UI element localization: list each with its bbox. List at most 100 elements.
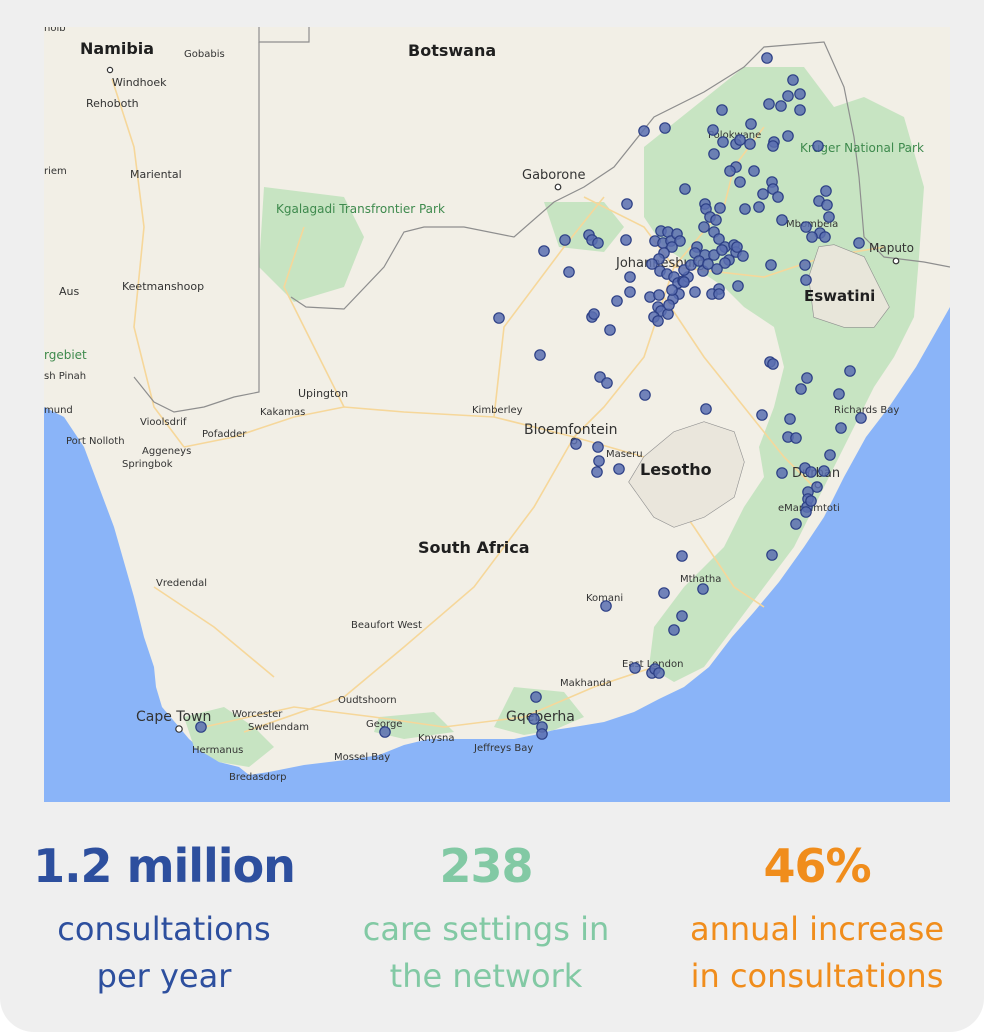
care-setting-marker[interactable] (787, 74, 799, 86)
care-setting-marker[interactable] (638, 125, 650, 137)
care-setting-marker[interactable] (716, 244, 728, 256)
care-setting-marker[interactable] (761, 52, 773, 64)
care-setting-marker[interactable] (570, 438, 582, 450)
care-setting-marker[interactable] (844, 365, 856, 377)
care-setting-marker[interactable] (624, 271, 636, 283)
care-setting-marker[interactable] (534, 349, 546, 361)
care-setting-marker[interactable] (806, 231, 818, 243)
care-setting-marker[interactable] (805, 495, 817, 507)
care-setting-marker[interactable] (714, 202, 726, 214)
care-setting-marker[interactable] (744, 138, 756, 150)
care-setting-marker[interactable] (767, 140, 779, 152)
care-setting-marker[interactable] (795, 383, 807, 395)
care-setting-marker[interactable] (676, 610, 688, 622)
care-setting-marker[interactable] (855, 412, 867, 424)
care-setting-marker[interactable] (717, 136, 729, 148)
care-setting-marker[interactable] (776, 214, 788, 226)
care-setting-marker[interactable] (732, 280, 744, 292)
care-setting-marker[interactable] (713, 233, 725, 245)
care-setting-marker[interactable] (790, 518, 802, 530)
care-setting-marker[interactable] (767, 358, 779, 370)
care-setting-marker[interactable] (765, 259, 777, 271)
care-setting-marker[interactable] (835, 422, 847, 434)
care-setting-marker[interactable] (600, 600, 612, 612)
care-setting-marker[interactable] (745, 118, 757, 130)
care-setting-marker[interactable] (591, 466, 603, 478)
care-setting-marker[interactable] (676, 550, 688, 562)
care-setting-marker[interactable] (702, 258, 714, 270)
care-setting-marker[interactable] (588, 308, 600, 320)
care-setting-marker[interactable] (593, 455, 605, 467)
care-setting-marker[interactable] (824, 449, 836, 461)
care-setting-marker[interactable] (724, 165, 736, 177)
care-setting-marker[interactable] (734, 176, 746, 188)
care-setting-marker[interactable] (794, 104, 806, 116)
map-view[interactable]: Namibia Botswana South Africa Lesotho Es… (44, 27, 950, 802)
care-setting-marker[interactable] (775, 100, 787, 112)
care-setting-marker[interactable] (592, 237, 604, 249)
care-setting-marker[interactable] (820, 185, 832, 197)
care-setting-marker[interactable] (763, 98, 775, 110)
care-setting-marker[interactable] (757, 188, 769, 200)
care-setting-marker[interactable] (794, 88, 806, 100)
care-setting-marker[interactable] (819, 231, 831, 243)
care-setting-marker[interactable] (739, 203, 751, 215)
care-setting-marker[interactable] (678, 276, 690, 288)
care-setting-marker[interactable] (784, 413, 796, 425)
care-setting-marker[interactable] (716, 104, 728, 116)
care-setting-marker[interactable] (833, 388, 845, 400)
care-setting-marker[interactable] (756, 409, 768, 421)
care-setting-marker[interactable] (559, 234, 571, 246)
care-setting-marker[interactable] (800, 221, 812, 233)
care-setting-marker[interactable] (611, 295, 623, 307)
care-setting-marker[interactable] (737, 250, 749, 262)
care-setting-marker[interactable] (821, 199, 833, 211)
care-setting-marker[interactable] (818, 465, 830, 477)
care-setting-marker[interactable] (666, 241, 678, 253)
care-setting-marker[interactable] (674, 235, 686, 247)
care-setting-marker[interactable] (812, 140, 824, 152)
care-setting-marker[interactable] (536, 728, 548, 740)
care-setting-marker[interactable] (811, 481, 823, 493)
care-setting-marker[interactable] (592, 441, 604, 453)
care-setting-marker[interactable] (853, 237, 865, 249)
care-setting-marker[interactable] (666, 284, 678, 296)
care-setting-marker[interactable] (801, 372, 813, 384)
care-setting-marker[interactable] (563, 266, 575, 278)
care-setting-marker[interactable] (379, 726, 391, 738)
care-setting-marker[interactable] (753, 201, 765, 213)
care-setting-marker[interactable] (653, 667, 665, 679)
care-setting-marker[interactable] (659, 122, 671, 134)
care-setting-marker[interactable] (800, 506, 812, 518)
care-setting-marker[interactable] (823, 211, 835, 223)
care-setting-marker[interactable] (538, 245, 550, 257)
care-setting-marker[interactable] (790, 432, 802, 444)
care-setting-marker[interactable] (620, 234, 632, 246)
care-setting-marker[interactable] (766, 549, 778, 561)
care-setting-marker[interactable] (731, 241, 743, 253)
care-setting-marker[interactable] (601, 377, 613, 389)
care-setting-marker[interactable] (713, 288, 725, 300)
care-setting-marker[interactable] (799, 259, 811, 271)
care-setting-marker[interactable] (624, 286, 636, 298)
care-setting-marker[interactable] (646, 258, 658, 270)
care-setting-marker[interactable] (658, 587, 670, 599)
care-setting-marker[interactable] (719, 257, 731, 269)
care-setting-marker[interactable] (639, 389, 651, 401)
care-setting-marker[interactable] (800, 274, 812, 286)
care-setting-marker[interactable] (652, 315, 664, 327)
care-setting-marker[interactable] (668, 624, 680, 636)
care-setting-marker[interactable] (629, 662, 641, 674)
care-setting-marker[interactable] (772, 191, 784, 203)
care-setting-marker[interactable] (776, 467, 788, 479)
care-setting-marker[interactable] (698, 221, 710, 233)
care-setting-marker[interactable] (493, 312, 505, 324)
care-setting-marker[interactable] (734, 134, 746, 146)
care-setting-marker[interactable] (663, 299, 675, 311)
care-setting-marker[interactable] (748, 165, 760, 177)
care-setting-marker[interactable] (707, 124, 719, 136)
care-setting-marker[interactable] (195, 721, 207, 733)
care-setting-marker[interactable] (613, 463, 625, 475)
care-setting-marker[interactable] (530, 691, 542, 703)
care-setting-marker[interactable] (679, 183, 691, 195)
